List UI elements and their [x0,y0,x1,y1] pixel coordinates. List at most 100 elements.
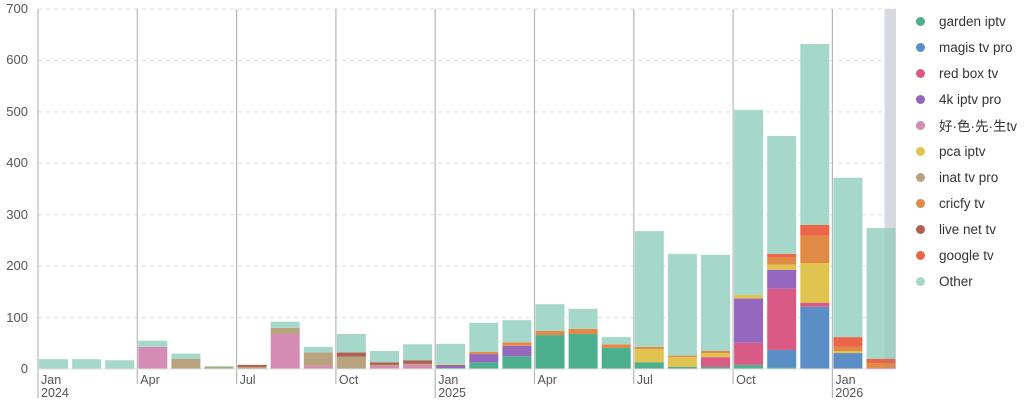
bar-segment[interactable] [171,358,201,369]
bar-segment[interactable] [767,288,797,350]
bar-stack[interactable] [403,344,433,369]
bar-segment[interactable] [734,364,764,369]
bar-stack[interactable] [568,308,598,369]
bar-segment[interactable] [469,322,499,353]
bar-segment[interactable] [734,342,764,365]
bar-segment[interactable] [734,109,764,295]
bar-segment[interactable] [336,334,366,353]
bar-segment[interactable] [568,334,598,369]
legend-item[interactable]: google tv [916,242,1017,268]
bar-segment[interactable] [105,360,135,369]
bar-stack[interactable] [502,320,532,369]
bar-segment[interactable] [403,344,433,361]
legend-item[interactable]: inat tv pro [916,164,1017,190]
bar-segment[interactable] [72,359,102,369]
bar-stack[interactable] [701,254,730,369]
bar-stack[interactable] [800,43,830,369]
bar-stack[interactable] [336,334,366,369]
bar-segment[interactable] [767,349,797,368]
bar-segment[interactable] [667,355,697,358]
bar-segment[interactable] [370,362,399,365]
bar-segment[interactable] [535,304,565,331]
bar-segment[interactable] [767,269,797,289]
bar-segment[interactable] [701,353,730,358]
bar-stack[interactable] [634,231,664,369]
bar-stack[interactable] [105,360,135,369]
bar-segment[interactable] [767,253,797,258]
bar-stack[interactable] [237,364,267,369]
bar-segment[interactable] [204,366,234,369]
bar-segment[interactable] [568,308,598,329]
bar-segment[interactable] [204,365,234,367]
bar-segment[interactable] [800,263,830,303]
bar-segment[interactable] [701,254,730,351]
bar-stack[interactable] [866,228,896,369]
bar-segment[interactable] [403,363,433,365]
bar-stack[interactable] [370,351,399,369]
bar-segment[interactable] [767,367,797,369]
bar-segment[interactable] [800,225,830,236]
bar-segment[interactable] [270,321,300,328]
bar-segment[interactable] [800,306,830,369]
legend-item[interactable]: 4k iptv pro [916,86,1017,112]
bar-segment[interactable] [336,352,366,357]
bar-stack[interactable] [171,353,201,369]
bar-stack[interactable] [767,136,797,369]
legend-item[interactable]: red box tv [916,60,1017,86]
bar-stack[interactable] [667,253,697,369]
bar-stack[interactable] [204,365,234,369]
bar-segment[interactable] [800,235,830,264]
bar-segment[interactable] [303,346,333,353]
bar-segment[interactable] [767,264,797,270]
bar-segment[interactable] [634,348,664,363]
bar-segment[interactable] [667,366,697,369]
legend-item[interactable]: magis tv pro [916,34,1017,60]
bar-segment[interactable] [336,356,366,369]
bar-segment[interactable] [568,328,598,335]
bar-segment[interactable] [403,364,433,369]
bar-segment[interactable] [833,337,863,347]
bar-segment[interactable] [535,330,565,336]
bar-segment[interactable] [436,364,466,366]
bar-segment[interactable] [701,357,730,367]
bar-segment[interactable] [370,351,399,363]
bar-segment[interactable] [634,362,664,369]
bar-segment[interactable] [833,177,863,338]
legend-item[interactable]: cricfy tv [916,190,1017,216]
bar-segment[interactable] [667,357,697,367]
bar-stack[interactable] [535,304,565,369]
bar-segment[interactable] [866,363,896,368]
bar-segment[interactable] [237,364,267,367]
bar-segment[interactable] [734,298,764,343]
bar-segment[interactable] [866,367,896,369]
bar-segment[interactable] [701,366,730,369]
bar-stack[interactable] [303,346,333,369]
bar-segment[interactable] [833,353,863,369]
bar-segment[interactable] [138,340,168,347]
bar-segment[interactable] [469,354,499,363]
bar-segment[interactable] [403,360,433,364]
bar-segment[interactable] [667,253,697,356]
bar-segment[interactable] [833,346,863,351]
bar-stack[interactable] [138,340,168,369]
bar-segment[interactable] [502,320,532,343]
legend-item[interactable]: pca iptv [916,138,1017,164]
bar-segment[interactable] [800,302,830,307]
bar-segment[interactable] [303,352,333,366]
bar-segment[interactable] [502,356,532,369]
bar-segment[interactable] [535,335,565,369]
bar-segment[interactable] [734,294,764,299]
bar-stack[interactable] [270,321,300,369]
bar-segment[interactable] [634,231,664,347]
bar-segment[interactable] [502,342,532,346]
bar-segment[interactable] [436,365,466,368]
bar-stack[interactable] [734,109,764,369]
bar-segment[interactable] [436,367,466,369]
bar-segment[interactable] [436,343,466,365]
bar-segment[interactable] [39,359,68,369]
bar-segment[interactable] [634,346,664,349]
bar-segment[interactable] [138,346,168,369]
bar-segment[interactable] [800,43,830,225]
bar-segment[interactable] [270,334,300,369]
legend-item[interactable]: Other [916,268,1017,294]
